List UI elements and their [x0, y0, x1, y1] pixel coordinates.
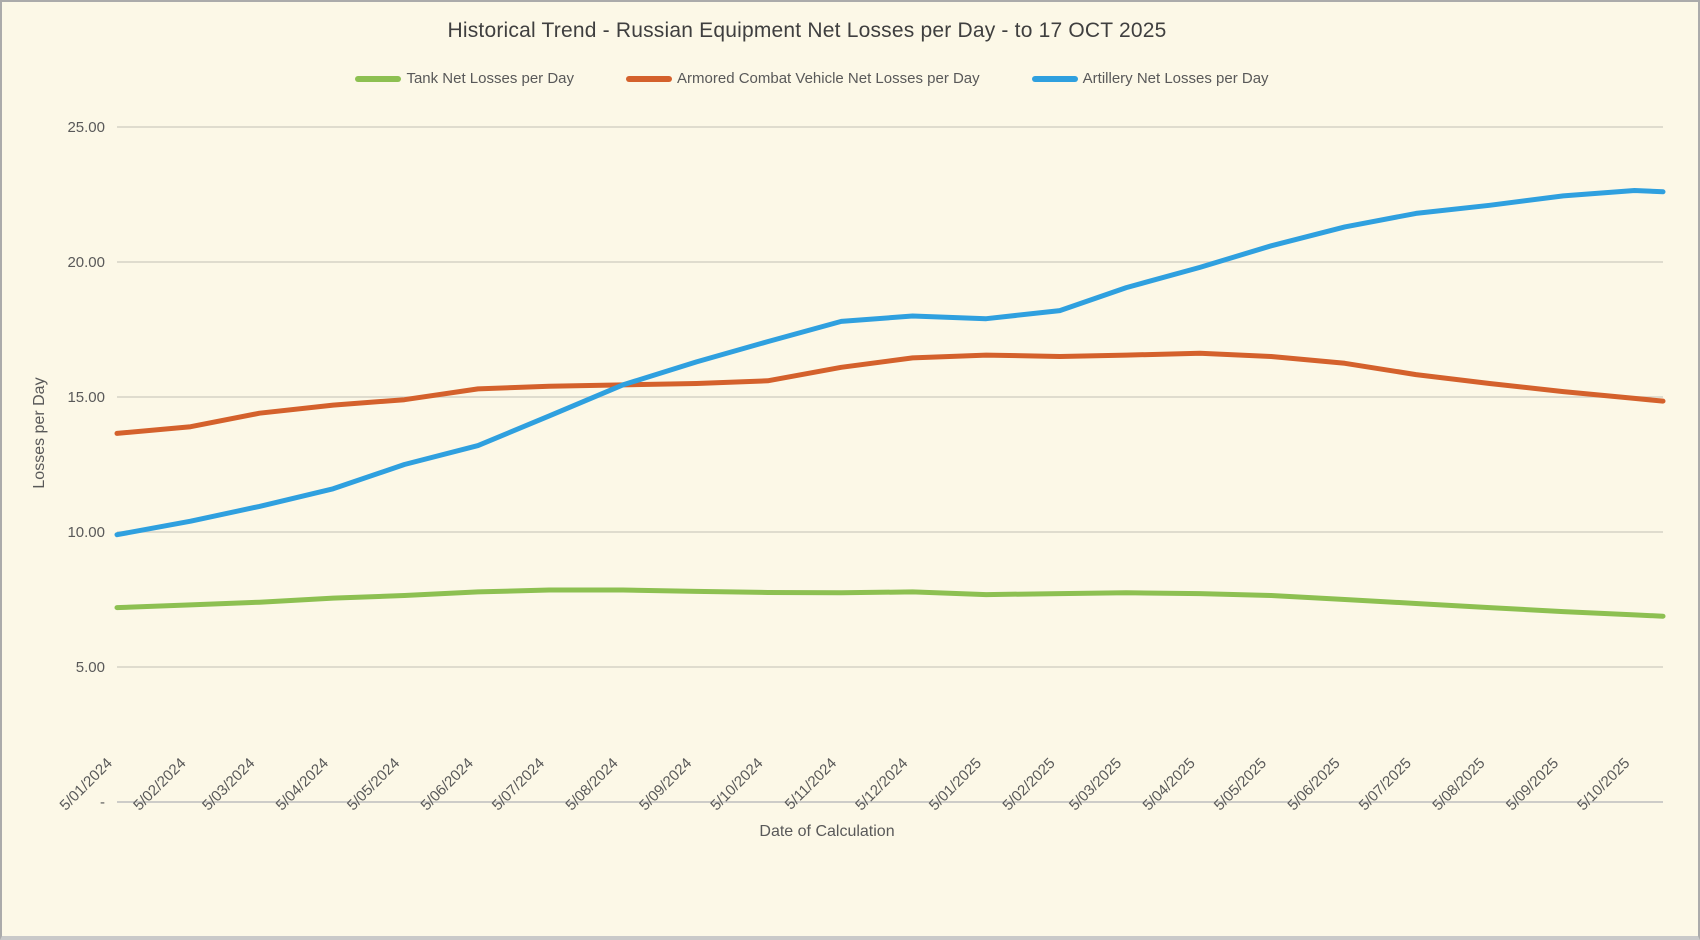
x-tick-label-18: 5/07/2025 — [1356, 755, 1415, 814]
y-tick-label-5: 5.00 — [76, 659, 105, 676]
x-tick-label-6: 5/07/2024 — [489, 755, 548, 814]
x-tick-label-0: 5/01/2024 — [57, 755, 116, 814]
artillery-series-swatch — [1031, 75, 1078, 82]
x-tick-label-21: 5/10/2025 — [1574, 755, 1633, 814]
y-tick-label-15: 15.00 — [67, 389, 105, 406]
series-line-artillery — [114, 188, 1666, 538]
x-tick-label-17: 5/06/2025 — [1284, 755, 1343, 814]
x-tick-label-4: 5/05/2024 — [344, 755, 403, 814]
x-tick-label-5: 5/06/2024 — [418, 755, 477, 814]
legend-label-acv: Armored Combat Vehicle Net Losses per Da… — [677, 70, 980, 87]
x-tick-label-16: 5/05/2025 — [1211, 755, 1270, 814]
x-tick-label-13: 5/02/2025 — [999, 755, 1058, 814]
legend-item-artillery: Artillery Net Losses per Day — [1031, 70, 1269, 87]
y-tick-label-25: 25.00 — [67, 119, 105, 136]
y-tick-label-0: - — [100, 794, 105, 811]
x-tick-label-9: 5/10/2024 — [707, 755, 766, 814]
legend-item-tank: Tank Net Losses per Day — [355, 70, 574, 87]
x-tick-label-1: 5/02/2024 — [130, 755, 189, 814]
x-tick-label-11: 5/12/2024 — [852, 755, 911, 814]
x-tick-label-14: 5/03/2025 — [1066, 755, 1125, 814]
legend-item-acv: Armored Combat Vehicle Net Losses per Da… — [626, 70, 980, 87]
legend: Tank Net Losses per Day Armored Combat V… — [2, 70, 1622, 87]
x-tick-label-15: 5/04/2025 — [1140, 755, 1199, 814]
x-tick-label-2: 5/03/2024 — [199, 755, 258, 814]
chart-title: Historical Trend - Russian Equipment Net… — [447, 19, 1167, 42]
x-tick-label-7: 5/08/2024 — [562, 755, 621, 814]
x-tick-label-10: 5/11/2024 — [782, 755, 840, 813]
legend-label-artillery: Artillery Net Losses per Day — [1082, 70, 1269, 87]
x-tick-label-8: 5/09/2024 — [636, 755, 695, 814]
y-tick-label-10: 10.00 — [67, 524, 105, 541]
y-tick-label-20: 20.00 — [67, 254, 105, 271]
x-axis-title: Date of Calculation — [759, 823, 895, 840]
series-line-acv — [114, 350, 1666, 436]
tank-series-swatch — [355, 75, 402, 82]
x-tick-label-20: 5/09/2025 — [1503, 755, 1562, 814]
x-tick-label-19: 5/08/2025 — [1429, 755, 1488, 814]
legend-label-tank: Tank Net Losses per Day — [406, 70, 575, 87]
series-line-tank — [114, 587, 1666, 619]
x-tick-label-3: 5/04/2024 — [273, 755, 332, 814]
x-tick-label-12: 5/01/2025 — [926, 755, 985, 814]
acv-series-swatch — [626, 75, 673, 82]
